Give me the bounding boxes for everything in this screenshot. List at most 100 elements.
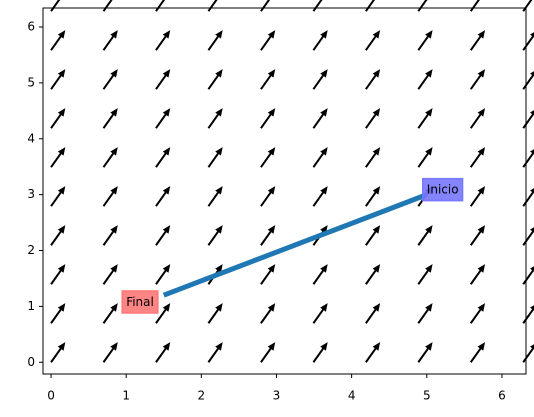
arrow bbox=[50, 147, 66, 168]
arrow bbox=[365, 30, 381, 51]
arrow bbox=[50, 0, 61, 12]
x-tick-label: 6 bbox=[498, 389, 506, 403]
arrow bbox=[207, 108, 223, 129]
arrow bbox=[365, 303, 381, 324]
arrow bbox=[417, 30, 433, 51]
arrow bbox=[260, 147, 276, 168]
arrow bbox=[417, 69, 433, 90]
arrow bbox=[469, 225, 486, 246]
annotation: Final bbox=[126, 295, 154, 309]
y-tick-label: 5 bbox=[27, 75, 35, 89]
arrow bbox=[365, 342, 381, 363]
arrow bbox=[155, 225, 171, 246]
arrow bbox=[312, 108, 328, 129]
x-tick-label: 1 bbox=[122, 389, 130, 403]
x-tick-label: 4 bbox=[348, 389, 356, 403]
y-tick-label: 0 bbox=[27, 355, 35, 369]
arrow bbox=[522, 305, 534, 324]
x-tick-label: 2 bbox=[198, 389, 206, 403]
arrow bbox=[50, 30, 66, 51]
arrow bbox=[522, 71, 534, 90]
arrow bbox=[417, 108, 433, 129]
arrow bbox=[522, 110, 534, 129]
arrow bbox=[260, 108, 276, 129]
arrow bbox=[50, 69, 66, 90]
arrow bbox=[469, 147, 486, 168]
arrow bbox=[102, 0, 113, 12]
arrow bbox=[260, 342, 276, 363]
arrow bbox=[50, 225, 66, 246]
arrow bbox=[469, 186, 486, 207]
arrow bbox=[207, 147, 223, 168]
arrow bbox=[155, 147, 171, 168]
arrow bbox=[207, 0, 218, 12]
annotation-box bbox=[422, 177, 464, 202]
arrow bbox=[417, 303, 433, 324]
annotation-box bbox=[121, 290, 159, 314]
annotation: Inicio bbox=[427, 183, 459, 197]
arrow bbox=[102, 69, 118, 90]
arrow bbox=[522, 32, 534, 51]
arrow bbox=[155, 264, 171, 285]
arrow bbox=[469, 30, 486, 51]
arrow bbox=[155, 30, 171, 51]
arrow bbox=[522, 266, 534, 285]
arrow bbox=[417, 342, 433, 363]
arrow bbox=[312, 342, 328, 363]
arrow bbox=[207, 30, 223, 51]
arrow bbox=[312, 0, 323, 12]
arrow bbox=[102, 264, 118, 285]
arrow bbox=[417, 225, 433, 246]
y-tick-label: 3 bbox=[27, 187, 35, 201]
arrow bbox=[50, 264, 66, 285]
arrow bbox=[469, 69, 486, 90]
arrow bbox=[102, 30, 118, 51]
plot-frame bbox=[42, 7, 527, 375]
arrow bbox=[50, 186, 66, 207]
arrow bbox=[522, 227, 534, 246]
arrow bbox=[522, 188, 534, 207]
arrow bbox=[207, 69, 223, 90]
arrow bbox=[469, 108, 486, 129]
arrow bbox=[365, 69, 381, 90]
arrow bbox=[207, 342, 223, 363]
arrow bbox=[260, 264, 276, 285]
y-tick-label: 1 bbox=[27, 299, 35, 313]
arrow bbox=[260, 186, 276, 207]
arrow bbox=[155, 186, 171, 207]
arrow bbox=[417, 147, 433, 168]
arrow bbox=[260, 30, 276, 51]
arrow bbox=[312, 147, 328, 168]
arrow bbox=[102, 303, 118, 324]
arrow bbox=[312, 303, 328, 324]
arrow bbox=[260, 303, 276, 324]
arrow bbox=[50, 303, 66, 324]
arrow bbox=[155, 303, 171, 324]
arrow bbox=[469, 342, 486, 363]
arrow bbox=[102, 108, 118, 129]
arrow bbox=[102, 342, 118, 363]
arrow bbox=[102, 225, 118, 246]
arrow bbox=[312, 30, 328, 51]
y-tick-label: 2 bbox=[27, 243, 35, 257]
arrow bbox=[522, 0, 533, 12]
arrow bbox=[155, 0, 166, 12]
arrow bbox=[365, 225, 381, 246]
x-tick-label: 0 bbox=[47, 389, 55, 403]
arrow bbox=[155, 69, 171, 90]
arrow bbox=[155, 108, 171, 129]
arrow bbox=[365, 264, 381, 285]
arrow bbox=[207, 303, 223, 324]
arrow bbox=[260, 0, 271, 12]
arrow bbox=[260, 69, 276, 90]
arrow bbox=[469, 264, 486, 285]
arrow bbox=[50, 342, 66, 363]
arrow bbox=[312, 69, 328, 90]
arrow bbox=[155, 342, 171, 363]
arrow bbox=[312, 186, 328, 207]
arrow bbox=[417, 264, 433, 285]
arrow bbox=[102, 147, 118, 168]
arrow bbox=[260, 225, 276, 246]
arrow bbox=[207, 186, 223, 207]
